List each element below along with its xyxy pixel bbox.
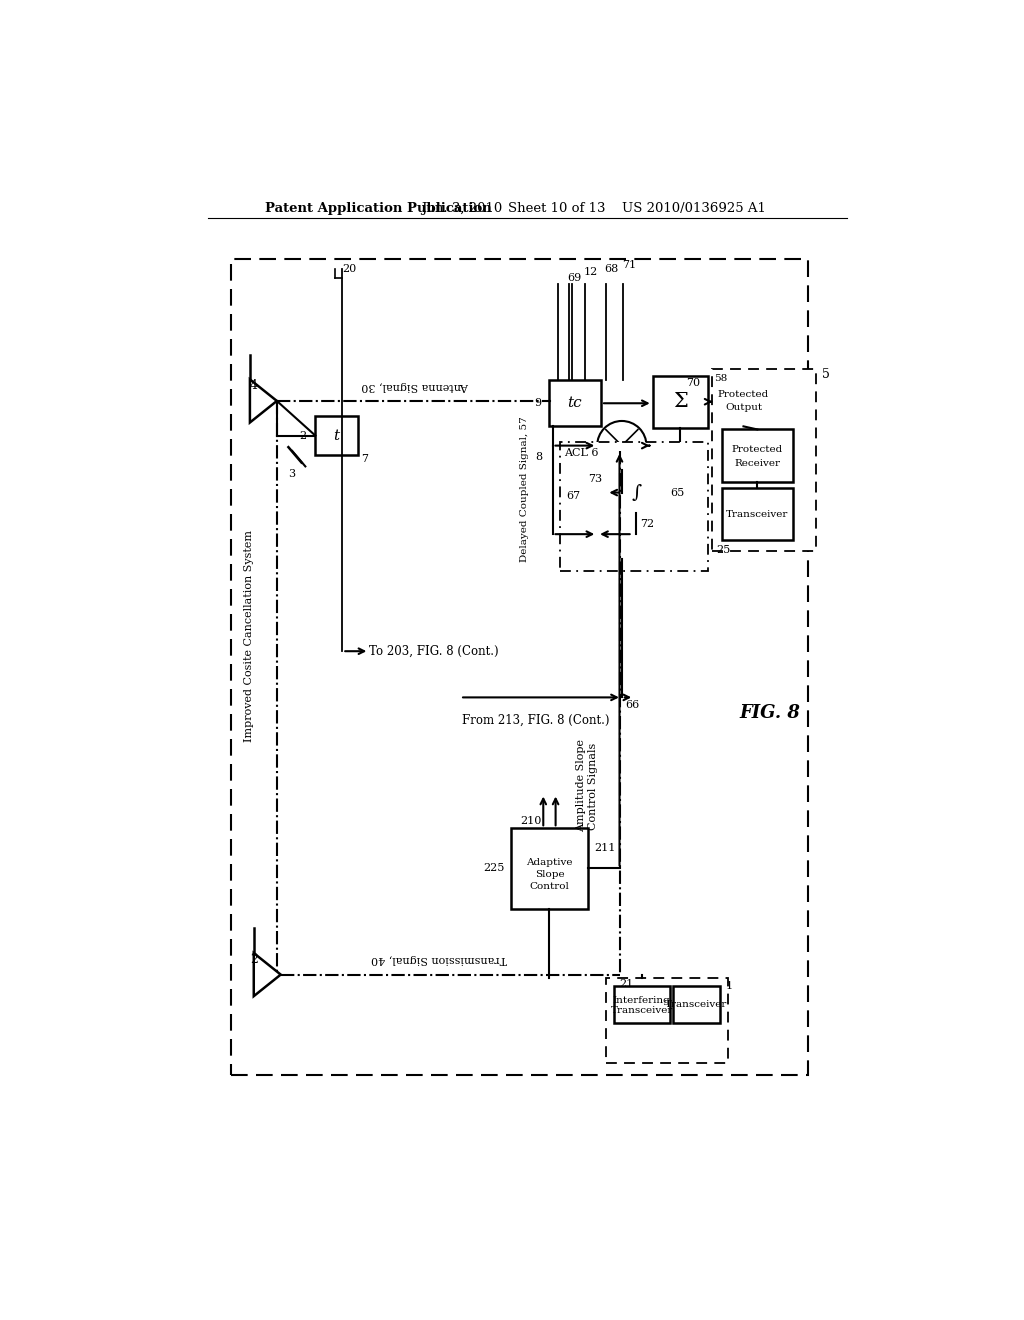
Bar [549,380,601,426]
Text: Antenna Signal, 30: Antenna Signal, 30 [361,380,469,391]
Text: ∫: ∫ [632,483,641,502]
Text: t: t [333,429,339,442]
Text: Σ: Σ [673,392,688,412]
Text: 71: 71 [622,260,636,269]
Bar [511,829,588,909]
Text: 12: 12 [584,268,598,277]
Text: Protected: Protected [718,389,769,399]
Text: Amplitude Slope
Control Signals: Amplitude Slope Control Signals [577,739,598,833]
Text: 65: 65 [671,487,685,498]
Text: To 203, FIG. 8 (Cont.): To 203, FIG. 8 (Cont.) [370,644,499,657]
Text: US 2010/0136925 A1: US 2010/0136925 A1 [622,202,766,215]
Text: Output: Output [725,404,762,412]
Text: 2: 2 [299,430,306,441]
Text: 1: 1 [726,981,733,991]
Text: 210: 210 [520,816,542,825]
Text: Interfering: Interfering [613,995,671,1005]
Bar [614,986,670,1023]
Text: 20: 20 [342,264,356,273]
Text: 8: 8 [536,453,543,462]
Text: Receiver: Receiver [734,459,780,467]
Text: 21: 21 [620,979,634,989]
Bar [713,374,774,426]
Text: 25: 25 [716,545,730,554]
Text: 5: 5 [822,367,829,380]
Bar [674,986,720,1023]
Text: Jun. 3, 2010: Jun. 3, 2010 [422,202,503,215]
Text: From 213, FIG. 8 (Cont.): From 213, FIG. 8 (Cont.) [462,714,609,727]
Text: 73: 73 [589,474,602,483]
Text: 211: 211 [594,842,615,853]
Text: 68: 68 [604,264,618,273]
Bar [722,429,793,482]
Text: Protected: Protected [732,445,783,454]
Text: 4: 4 [250,379,258,392]
Text: 3: 3 [288,469,295,479]
Text: 67: 67 [566,491,581,500]
Text: ACL 6: ACL 6 [564,449,599,458]
Bar [560,442,708,572]
Text: Transceiver: Transceiver [726,510,788,519]
Bar [652,376,708,428]
Text: 225: 225 [483,863,505,874]
Text: Delayed Coupled Signal, 57: Delayed Coupled Signal, 57 [520,417,529,562]
Text: 72: 72 [640,519,654,529]
Text: 9: 9 [534,399,541,408]
Text: Control: Control [529,882,569,891]
Text: Improved Cosite Cancellation System: Improved Cosite Cancellation System [244,529,254,742]
Text: 58: 58 [714,374,727,383]
Text: FIG. 8: FIG. 8 [739,704,800,722]
Bar [606,473,667,512]
Text: Slope: Slope [535,870,564,879]
Bar [606,978,728,1063]
Bar [712,368,816,552]
Text: 70: 70 [686,379,700,388]
Text: Patent Application Publication: Patent Application Publication [265,202,493,215]
Text: Adaptive: Adaptive [526,858,572,867]
Text: Transceiver: Transceiver [610,1006,673,1015]
Text: 2: 2 [250,953,258,966]
Text: Transceiver: Transceiver [666,1001,728,1008]
Text: 69: 69 [567,273,582,282]
Text: Sheet 10 of 13: Sheet 10 of 13 [508,202,605,215]
Bar [230,259,808,1074]
Text: tc: tc [567,396,583,411]
Text: 66: 66 [626,700,640,710]
Text: 7: 7 [361,454,369,463]
Bar [315,416,357,455]
Text: Transmission Signal, 40: Transmission Signal, 40 [371,954,507,964]
Bar [722,488,793,540]
